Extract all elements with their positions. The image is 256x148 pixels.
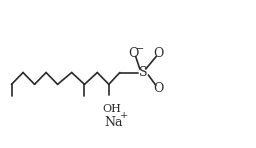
Text: O: O <box>154 82 164 95</box>
Text: O: O <box>154 47 164 60</box>
Text: +: + <box>120 111 128 120</box>
Text: OH: OH <box>102 104 121 114</box>
Text: Na: Na <box>105 116 123 129</box>
Text: O: O <box>128 47 138 60</box>
Text: S: S <box>138 66 147 79</box>
Text: −: − <box>136 45 144 54</box>
